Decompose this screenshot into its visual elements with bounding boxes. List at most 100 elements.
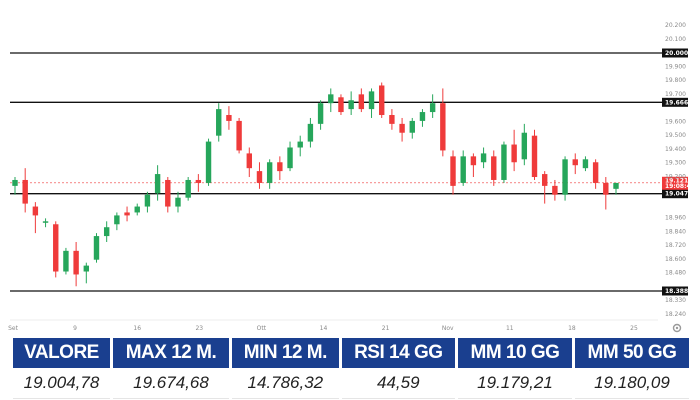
candle-down — [592, 162, 599, 183]
candle-up — [175, 197, 181, 207]
y-tick-label: 19.900 — [665, 63, 686, 70]
y-tick-label: 18.840 — [665, 228, 686, 235]
value-mm-50gg: 19.180,09 — [574, 368, 689, 399]
candle-down — [165, 179, 171, 207]
candle-down — [440, 103, 446, 151]
y-tick-label: 18.960 — [665, 215, 686, 222]
value-rsi-14gg: 44,59 — [341, 368, 455, 399]
value-min-12m: 14.786,32 — [232, 368, 339, 399]
header-valore: VALORE — [13, 338, 110, 368]
level-tag-label: 18.388 — [665, 288, 688, 295]
y-tick-label: 18.240 — [665, 311, 686, 318]
x-tick-label: 14 — [320, 325, 328, 332]
candle-up — [317, 103, 324, 124]
value-mm-10gg: 19.179,21 — [457, 368, 572, 399]
candle-down — [531, 135, 538, 178]
x-tick-label: 25 — [630, 325, 638, 332]
candle-down — [450, 156, 456, 186]
candle-up — [613, 182, 619, 189]
candle-up — [429, 103, 436, 113]
candle-up — [328, 94, 334, 104]
y-tick-label: 19.700 — [665, 91, 686, 98]
candle-up — [42, 221, 49, 223]
x-tick-label: 21 — [382, 325, 390, 332]
y-tick-label: 18.480 — [665, 270, 686, 277]
settings-button[interactable] — [672, 323, 682, 333]
candle-up — [103, 227, 110, 237]
candle-up — [521, 132, 528, 160]
candle-up — [93, 236, 100, 260]
gear-icon[interactable] — [672, 323, 682, 333]
y-tick-label: 19.800 — [665, 77, 686, 84]
level-tag-label: 20.000 — [665, 50, 688, 57]
candle-up — [266, 162, 273, 183]
candle-down — [511, 144, 517, 163]
x-tick-label: Nov — [442, 325, 454, 332]
candle-down — [399, 123, 405, 133]
candle-up — [562, 159, 568, 195]
candle-down — [572, 159, 578, 166]
candle-down — [246, 153, 252, 169]
candle-down — [552, 185, 558, 195]
candle-up — [480, 153, 487, 163]
y-tick-label: 18.600 — [665, 256, 686, 263]
header-mm-50gg: MM 50 GG — [574, 338, 689, 368]
candle-down — [379, 85, 385, 116]
x-tick-label: 23 — [195, 325, 203, 332]
candle-up — [460, 156, 466, 183]
candles — [12, 82, 619, 287]
candle-down — [470, 156, 477, 166]
y-tick-label: 19.600 — [665, 118, 686, 125]
stats-table: VALORE MAX 12 M. MIN 12 M. RSI 14 GG MM … — [10, 338, 692, 399]
y-tick-label: 19.400 — [665, 146, 686, 153]
header-mm-10gg: MM 10 GG — [457, 338, 572, 368]
level-tag — [662, 286, 688, 296]
candlestick-chart[interactable]: 20.000 19.666 19.047 18.388 19.121 19:08:45 2… — [0, 0, 700, 340]
level-tag-label: 19.666 — [665, 99, 688, 106]
y-tick-label: 18.330 — [665, 297, 686, 304]
candle-down — [195, 179, 202, 183]
candle-up — [348, 100, 354, 110]
header-max-12m: MAX 12 M. — [112, 338, 230, 368]
current-price-tag — [662, 176, 688, 190]
candle-up — [297, 141, 303, 148]
y-tick-label: 18.720 — [665, 242, 686, 249]
candle-down — [256, 171, 263, 183]
x-tick-label: 11 — [506, 325, 514, 332]
candle-down — [124, 212, 130, 216]
candle-up — [12, 179, 18, 186]
candle-up — [287, 147, 293, 169]
candle-down — [277, 162, 283, 172]
level-tag — [662, 48, 688, 58]
x-tick-label: Set — [8, 325, 19, 332]
candle-up — [216, 109, 222, 136]
price-axis: 20.200 20.100 19.900 19.800 19.700 19.600 19.5… — [665, 22, 686, 318]
candle-down — [389, 115, 395, 124]
candle-up — [501, 144, 507, 180]
gear-icon-center — [675, 326, 679, 330]
x-tick-label: 9 — [73, 325, 77, 332]
time-axis: Set 9 16 23 Ott 14 21 Nov 11 18 25 — [8, 325, 638, 332]
header-min-12m: MIN 12 M. — [232, 338, 339, 368]
candle-down — [32, 206, 39, 216]
current-price-time: 19:08:45 — [665, 183, 695, 190]
x-tick-label: 16 — [133, 325, 141, 332]
candle-down — [541, 174, 548, 186]
x-tick-label: 18 — [568, 325, 576, 332]
y-tick-label: 20.100 — [665, 36, 686, 43]
candle-up — [419, 112, 426, 121]
candle-up — [144, 194, 151, 207]
candle-down — [603, 182, 609, 195]
level-tag — [662, 189, 688, 199]
level-tag-label: 19.047 — [665, 191, 688, 198]
y-tick-label: 19.200 — [665, 173, 686, 180]
y-tick-label: 19.300 — [665, 160, 686, 167]
candle-up — [307, 123, 314, 142]
x-tick-label: Ott — [257, 325, 267, 332]
stats-header-row: VALORE MAX 12 M. MIN 12 M. RSI 14 GG MM … — [13, 338, 689, 368]
candle-up — [368, 91, 375, 110]
candle-down — [236, 120, 242, 151]
candle-up — [134, 206, 140, 213]
